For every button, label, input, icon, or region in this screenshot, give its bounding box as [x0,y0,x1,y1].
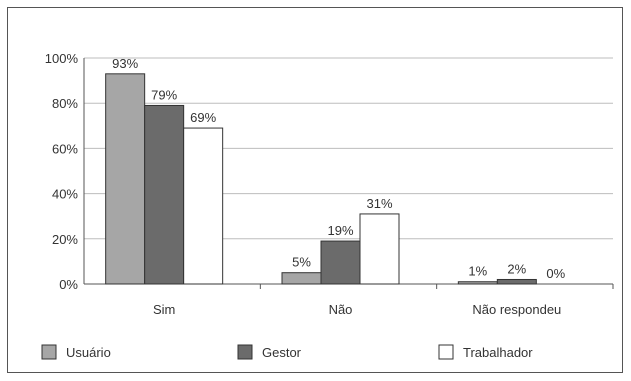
legend-swatch-gestor [237,344,253,360]
bar-usuário [105,73,146,285]
data-label: 93% [112,56,138,71]
y-tick-label: 40% [52,187,78,202]
data-label: 31% [366,196,392,211]
legend-swatch-trabalhador [438,344,454,360]
y-tick-label: 0% [59,277,78,292]
x-tick-label: Sim [153,302,175,317]
data-label: 19% [327,223,353,238]
bar-usuário [281,272,322,285]
bar-usuário [457,281,498,285]
data-label: 1% [468,264,487,279]
y-tick-label: 20% [52,232,78,247]
legend-label: Usuário [66,345,111,360]
bar-gestor [320,240,361,285]
y-tick-label: 60% [52,141,78,156]
y-tick-label: 80% [52,96,78,111]
bar-trabalhador [359,213,400,285]
x-tick-label: Não respondeu [472,302,561,317]
legend-label: Trabalhador [463,345,533,360]
bar-trabalhador [183,127,224,285]
legend-label: Gestor [262,345,302,360]
data-label: 69% [190,110,216,125]
data-label: 2% [507,261,526,276]
data-label: 5% [292,255,311,270]
legend-swatch-usuário [41,344,57,360]
bar-gestor [144,104,185,285]
y-tick-label: 100% [45,51,79,66]
data-label: 0% [546,266,565,281]
x-tick-label: Não [329,302,353,317]
bar-gestor [496,278,537,285]
data-label: 79% [151,87,177,102]
